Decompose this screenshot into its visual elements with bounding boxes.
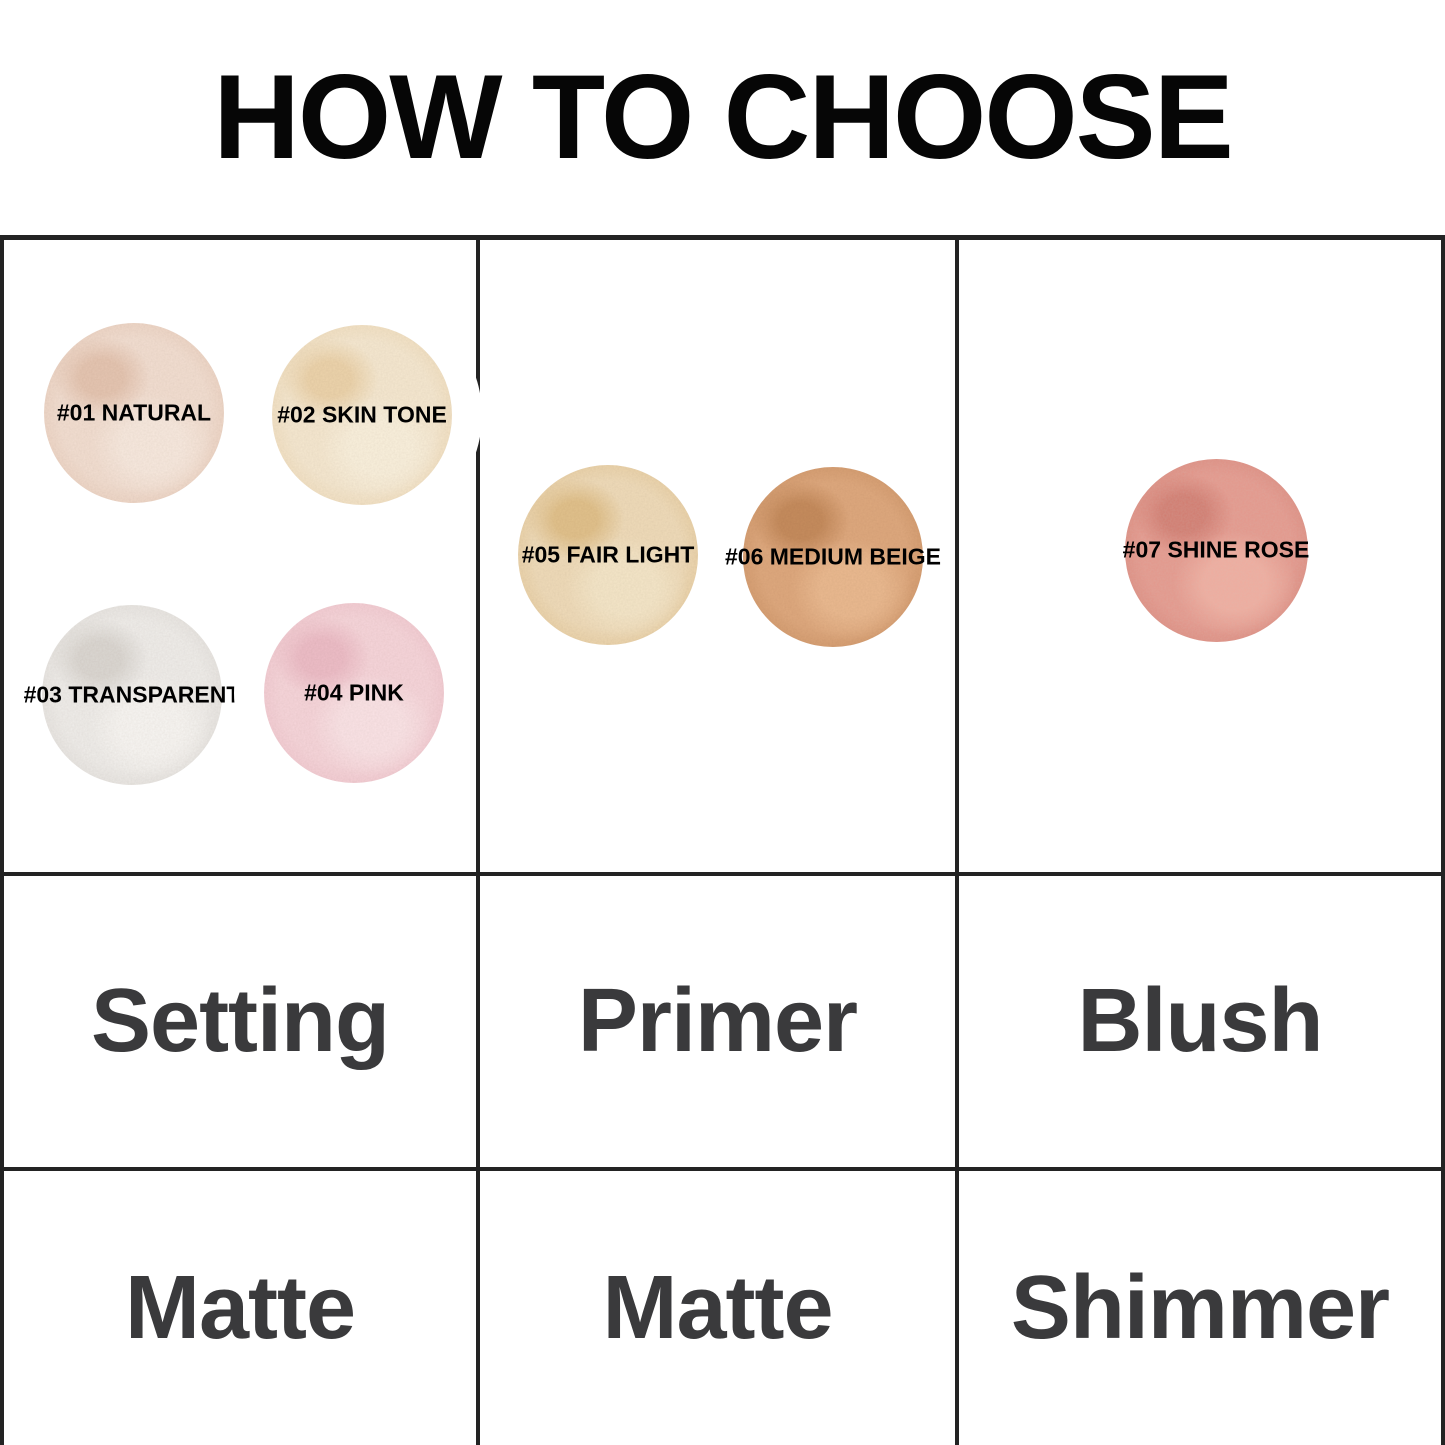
finish-row: Matte Matte Shimmer [4, 1171, 1441, 1445]
comparison-table: #01 NATURAL #02 SKIN TONE #03 TRANSPAREN… [0, 235, 1445, 1445]
finish-label: Matte [124, 1257, 356, 1358]
finish-cell-setting: Matte [4, 1171, 480, 1445]
powder-surface [264, 603, 444, 783]
powder-surface [518, 465, 698, 645]
product-jar-01-natural: #01 NATURAL [14, 293, 254, 533]
product-jar-05-fair-light: #05 FAIR LIGHT [488, 435, 728, 675]
jar-label: #01 NATURAL [56, 399, 212, 426]
function-label: Blush [1077, 971, 1323, 1071]
products-cell-setting: #01 NATURAL #02 SKIN TONE #03 TRANSPAREN… [4, 240, 482, 872]
jar-label: #07 SHINE ROSE [1122, 536, 1310, 563]
page-title: HOW TO CHOOSE [213, 50, 1234, 184]
finish-cell-primer: Matte [480, 1171, 959, 1445]
powder-surface [272, 325, 452, 505]
function-row: Setting Primer Blush [4, 876, 1441, 1171]
products-cell-primer: #05 FAIR LIGHT #06 MEDIUM BEIGE [480, 240, 959, 872]
product-jar-03-transparent: #03 TRANSPARENT [12, 575, 252, 815]
powder-surface [743, 467, 923, 647]
product-jar-04-pink: #04 PINK [234, 573, 474, 813]
product-jar-02-skin-tone: #02 SKIN TONE [242, 295, 482, 535]
function-cell-setting: Setting [4, 876, 480, 1167]
jar-label: #02 SKIN TONE [277, 401, 447, 428]
function-cell-blush: Blush [959, 876, 1441, 1167]
function-label: Setting [91, 971, 390, 1071]
product-jar-07-shine-rose: #07 SHINE ROSE [1094, 428, 1338, 672]
function-cell-primer: Primer [480, 876, 959, 1167]
powder-surface [44, 323, 224, 503]
finish-label: Matte [602, 1257, 833, 1358]
finish-cell-shimmer: Shimmer [959, 1171, 1441, 1445]
products-cell-blush: #07 SHINE ROSE [959, 240, 1441, 872]
products-row: #01 NATURAL #02 SKIN TONE #03 TRANSPAREN… [4, 240, 1441, 876]
powder-surface [1124, 458, 1308, 642]
jar-label: #06 MEDIUM BEIGE [725, 543, 941, 570]
jar-label: #03 TRANSPARENT [23, 681, 241, 708]
jar-label: #04 PINK [304, 679, 404, 706]
product-jar-06-medium-beige: #06 MEDIUM BEIGE [713, 437, 953, 677]
powder-surface [42, 605, 222, 785]
jar-label: #05 FAIR LIGHT [521, 541, 695, 568]
finish-label: Shimmer [1010, 1257, 1390, 1358]
function-label: Primer [577, 971, 858, 1071]
